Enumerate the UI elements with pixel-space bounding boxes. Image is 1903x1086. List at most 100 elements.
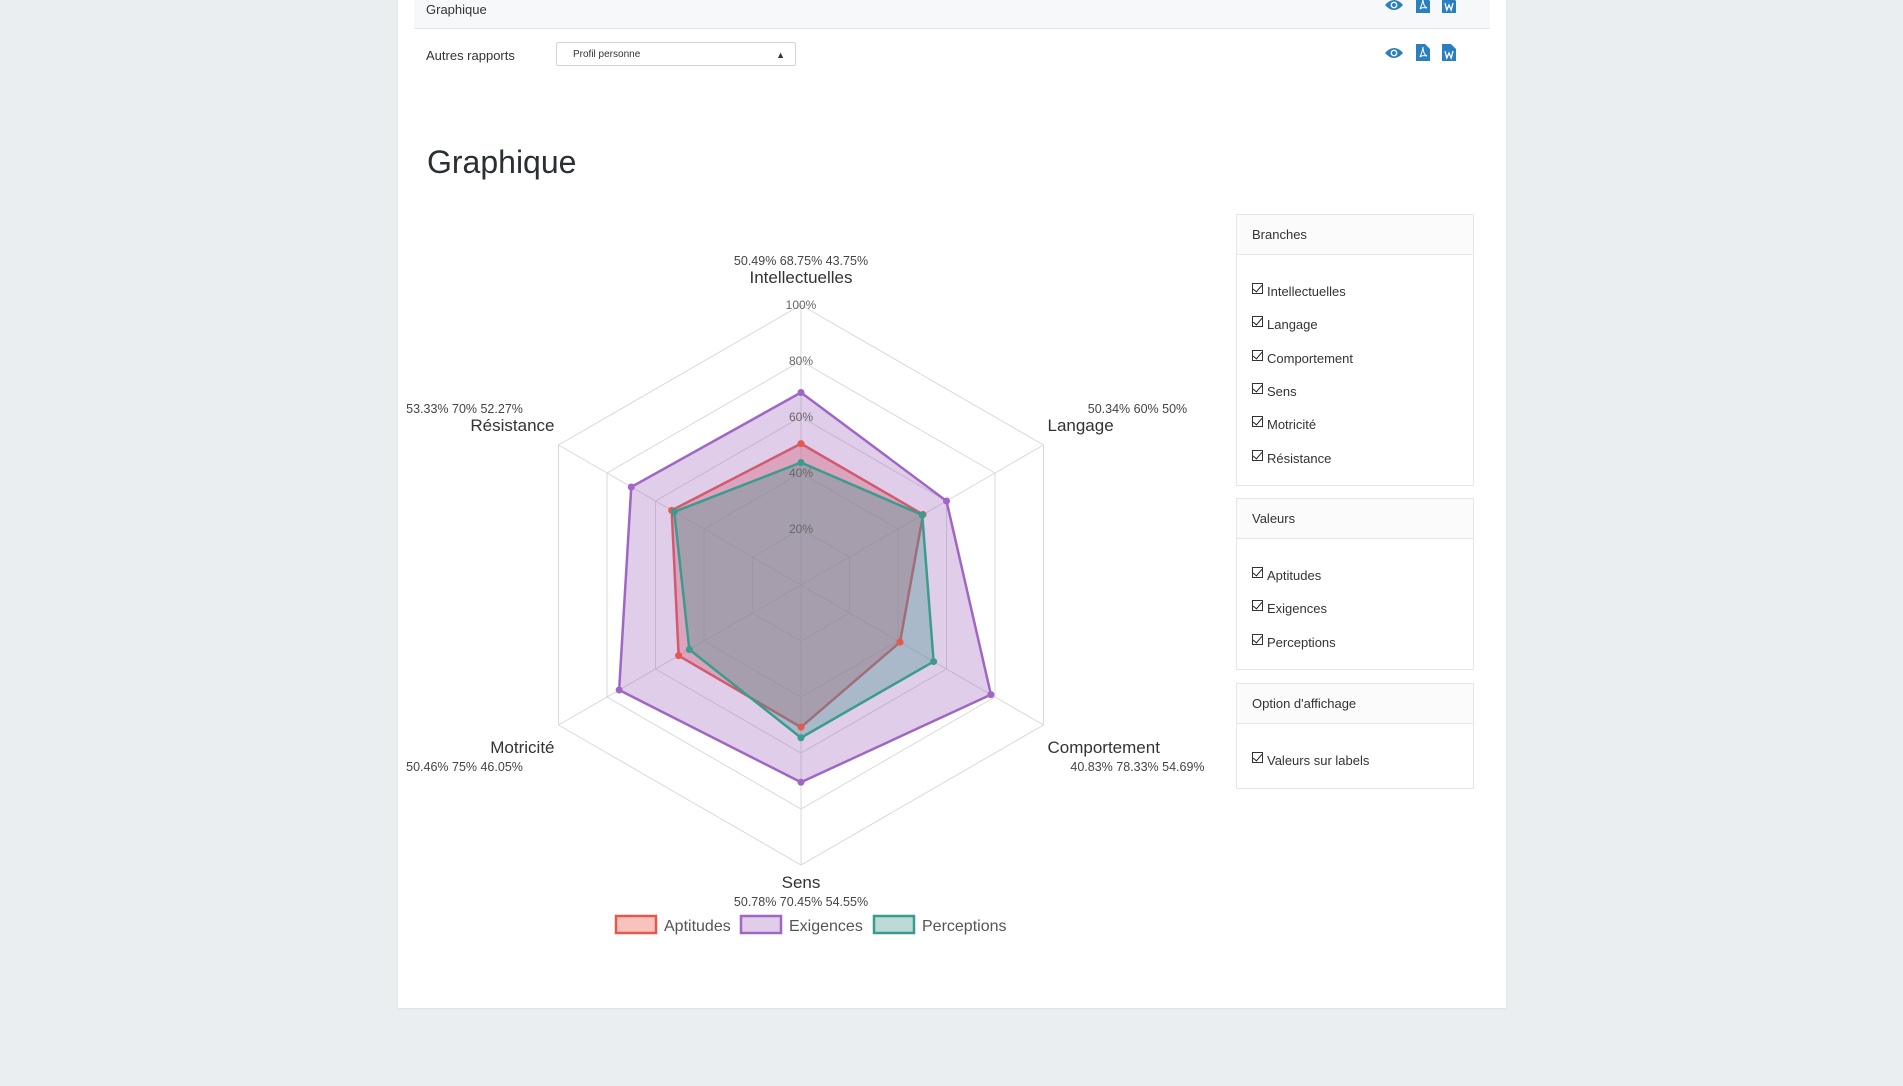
- report-row-graphique: Graphique: [414, 0, 1490, 29]
- legend-item-aptitudes[interactable]: Aptitudes: [614, 914, 731, 935]
- branch-checkbox-row[interactable]: Sens: [1252, 375, 1458, 408]
- branch-checkbox-row[interactable]: Comportement: [1252, 342, 1458, 375]
- data-point: [987, 691, 995, 699]
- legend-label: Aptitudes: [664, 918, 731, 935]
- legend-swatch: [614, 914, 658, 935]
- checkbox-checked-icon[interactable]: [1252, 383, 1263, 395]
- pdf-icon[interactable]: [1416, 44, 1430, 61]
- options-header: Option d'affichage: [1237, 684, 1473, 724]
- data-point: [918, 511, 926, 519]
- axis-label: Intellectuelles: [749, 268, 852, 287]
- branch-checkbox-label: Langage: [1267, 317, 1318, 333]
- legend-swatch: [739, 914, 783, 935]
- axis-value-label: 50.78% 70.45% 54.55%: [734, 895, 868, 909]
- pdf-icon[interactable]: [1416, 0, 1430, 13]
- valeurs-filter: Valeurs Aptitudes Exigences Perceptions: [1236, 498, 1474, 670]
- grid-spoke: [800, 584, 1044, 726]
- grid-spoke: [558, 444, 802, 586]
- valeur-checkbox-row[interactable]: Aptitudes: [1252, 559, 1458, 592]
- checkbox-checked-icon[interactable]: [1252, 752, 1263, 764]
- valeur-checkbox-label: Exigences: [1267, 601, 1327, 617]
- data-point: [670, 508, 678, 516]
- axis-label: Motricité: [490, 738, 554, 757]
- axis-value-label: 50.49% 68.75% 43.75%: [734, 254, 868, 268]
- branches-header: Branches: [1237, 215, 1473, 255]
- branch-checkbox-row[interactable]: Langage: [1252, 308, 1458, 341]
- branch-checkbox-label: Sens: [1267, 384, 1297, 400]
- legend-label: Perceptions: [922, 918, 1007, 935]
- checkbox-checked-icon[interactable]: [1252, 449, 1263, 461]
- radial-tick-label: 40%: [789, 466, 813, 480]
- data-point: [942, 497, 950, 505]
- branch-checkbox-row[interactable]: Motricité: [1252, 408, 1458, 441]
- option-checkbox-row[interactable]: Valeurs sur labels: [1252, 744, 1458, 777]
- checkbox-checked-icon[interactable]: [1252, 416, 1263, 428]
- section-title: Graphique: [427, 144, 577, 180]
- axis-value-label: 50.34% 60% 50%: [1088, 402, 1187, 416]
- word-icon[interactable]: [1442, 44, 1456, 61]
- report-row-autres: Autres rapports Profil personne ▲: [414, 42, 1490, 70]
- report-row-label: Graphique: [426, 2, 487, 17]
- sort-caret-icon: ▲: [776, 50, 785, 60]
- data-point: [797, 778, 805, 786]
- legend-item-exigences[interactable]: Exigences: [739, 914, 863, 935]
- axis-label: Comportement: [1047, 738, 1160, 757]
- radial-tick-label: 80%: [789, 354, 813, 368]
- options-filter: Option d'affichage Valeurs sur labels: [1236, 683, 1474, 789]
- eye-icon[interactable]: [1384, 0, 1404, 12]
- data-point: [797, 389, 805, 396]
- axis-label: Sens: [782, 873, 821, 892]
- branch-checkbox-label: Motricité: [1267, 417, 1317, 433]
- data-point: [627, 483, 635, 491]
- axis-value-label: 40.83% 78.33% 54.69%: [1070, 760, 1204, 774]
- legend-label: Exigences: [789, 918, 863, 935]
- branch-checkbox-label: Résistance: [1267, 450, 1332, 466]
- checkbox-checked-icon[interactable]: [1252, 567, 1263, 579]
- word-icon[interactable]: [1442, 0, 1456, 13]
- checkbox-checked-icon[interactable]: [1252, 316, 1263, 328]
- valeur-checkbox-label: Aptitudes: [1267, 568, 1322, 584]
- data-point: [797, 459, 805, 466]
- data-point: [685, 645, 693, 653]
- branches-filter: Branches Intellectuelles Langage Comportem…: [1236, 214, 1474, 486]
- report-panel: Graphique Autres rapports Profil personn…: [398, 0, 1506, 1008]
- data-point: [675, 652, 683, 660]
- report-select-value: Profil personne: [573, 49, 641, 60]
- branch-checkbox-row[interactable]: Résistance: [1252, 441, 1458, 474]
- branch-checkbox-row[interactable]: Intellectuelles: [1252, 275, 1458, 308]
- data-point: [797, 440, 805, 448]
- valeur-checkbox-label: Perceptions: [1267, 634, 1336, 650]
- options-list: Valeurs sur labels: [1237, 724, 1473, 785]
- branch-checkbox-label: Intellectuelles: [1267, 284, 1346, 300]
- valeurs-header: Valeurs: [1237, 499, 1473, 539]
- data-point: [615, 686, 623, 694]
- checkbox-checked-icon[interactable]: [1252, 600, 1263, 612]
- data-point: [930, 658, 938, 666]
- branches-list: Intellectuelles Langage Comportement Sens Mo…: [1237, 255, 1473, 483]
- checkbox-checked-icon[interactable]: [1252, 349, 1263, 361]
- checkbox-checked-icon[interactable]: [1252, 633, 1263, 645]
- axis-label: Résistance: [470, 416, 554, 435]
- data-point: [896, 638, 904, 646]
- valeur-checkbox-row[interactable]: Exigences: [1252, 592, 1458, 625]
- autres-rapports-label: Autres rapports: [426, 48, 515, 63]
- axis-label: Langage: [1047, 416, 1113, 435]
- legend-item-perceptions[interactable]: Perceptions: [872, 914, 1007, 935]
- valeurs-list: Aptitudes Exigences Perceptions: [1237, 539, 1473, 667]
- eye-icon[interactable]: [1384, 46, 1404, 60]
- data-point: [797, 723, 805, 731]
- legend-swatch: [872, 914, 916, 935]
- data-point: [797, 734, 805, 742]
- radial-tick-label: 60%: [789, 410, 813, 424]
- branch-checkbox-label: Comportement: [1267, 350, 1353, 366]
- radial-tick-label: 100%: [786, 298, 817, 312]
- report-select[interactable]: Profil personne ▲: [556, 42, 796, 66]
- valeur-checkbox-row[interactable]: Perceptions: [1252, 626, 1458, 659]
- checkbox-checked-icon[interactable]: [1252, 283, 1263, 295]
- report-actions: [1384, 0, 1456, 13]
- axis-value-label: 50.46% 75% 46.05%: [406, 760, 523, 774]
- report-actions-2: [1384, 44, 1456, 61]
- axis-value-label: 53.33% 70% 52.27%: [406, 402, 523, 416]
- radial-tick-label: 20%: [789, 522, 813, 536]
